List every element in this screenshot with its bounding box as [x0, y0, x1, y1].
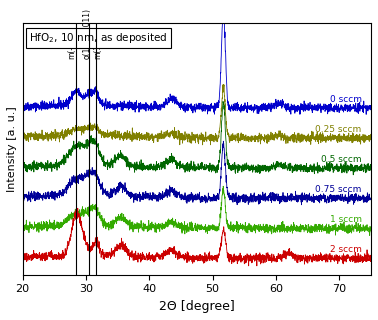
Text: m(111): m(111): [93, 31, 102, 59]
Text: 0 sccm: 0 sccm: [330, 94, 361, 104]
Text: o(111)/t(011): o(111)/t(011): [83, 8, 91, 59]
Text: 1 sccm: 1 sccm: [330, 215, 361, 224]
X-axis label: 2Θ [degree]: 2Θ [degree]: [159, 300, 235, 313]
Text: HfO$_2$, 10 nm, as deposited: HfO$_2$, 10 nm, as deposited: [29, 31, 168, 45]
Text: 0.75 sccm: 0.75 sccm: [315, 185, 361, 194]
Text: 0.25 sccm: 0.25 sccm: [315, 124, 361, 134]
Text: m(-111): m(-111): [67, 28, 76, 59]
Y-axis label: Intensity [a. u.]: Intensity [a. u.]: [7, 106, 17, 192]
Text: 2 sccm: 2 sccm: [330, 245, 361, 254]
Text: 0.5 sccm: 0.5 sccm: [321, 155, 361, 164]
